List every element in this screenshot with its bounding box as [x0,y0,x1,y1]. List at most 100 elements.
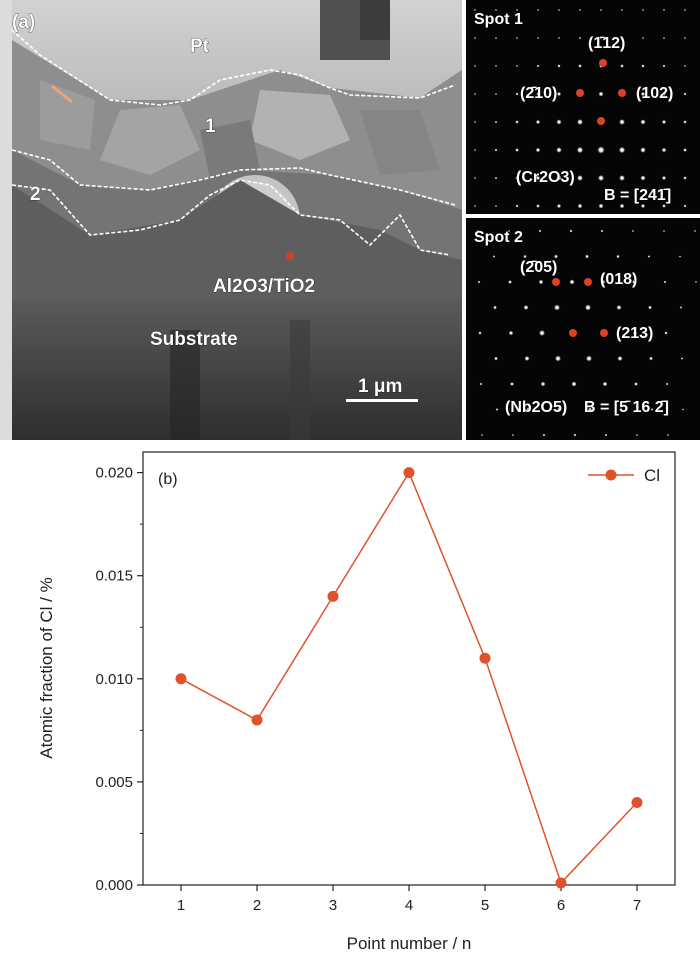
diffraction-spot [598,91,604,97]
diffraction-spot [632,330,638,336]
diffraction-spot [507,279,513,285]
diffraction-spot [682,147,688,153]
diffraction-spot [600,229,604,233]
diffraction-spot [494,148,498,152]
diffraction-spot [633,381,639,387]
diffraction-spot [557,36,561,40]
diffraction-spot [494,8,498,12]
diffraction-spot [681,408,685,411]
diffraction-spot [641,8,645,12]
diffraction-spot [599,8,603,12]
diffraction-spot [553,304,561,311]
legend-marker-cl [605,469,617,481]
diffraction-spot [662,64,666,68]
diffraction-spot [476,229,480,233]
sad-pattern-spot1 [466,0,700,214]
series-line-cl [180,470,638,885]
diffraction-spot [597,174,605,182]
diffraction-spot [619,407,623,412]
data-point-2 [251,714,263,726]
x-axis-title: Point number / n [347,934,472,953]
diffraction-spot [493,356,499,361]
diffraction-spot [680,357,684,360]
y-tick-label-3: 0.015 [95,568,133,585]
diffraction-spot [602,381,608,387]
diffraction-spot [515,92,519,96]
tem-image [0,0,462,440]
diffraction-spot [662,229,666,233]
diffraction-spot [640,175,646,181]
x-tick-label-0: 1 [177,897,185,914]
diffraction-spot [640,91,646,97]
diffraction-spot [557,8,561,12]
diffraction-spot [515,36,519,40]
spot1-zone-axis: B = [241̄] [604,187,671,204]
diffraction-spot [661,203,667,209]
legend: Cl [588,466,660,485]
diffraction-spot [477,280,481,284]
label-substrate: Substrate [150,329,238,350]
diffraction-spot [538,279,544,285]
diffraction-spot [598,203,604,209]
y-tick-label-0: 0.000 [95,877,133,894]
label-pt: Pt [190,36,210,57]
diffraction-spot [492,255,496,258]
diffraction-spot [635,433,639,437]
plot-frame [142,451,676,886]
y-tick-label-1: 0.005 [95,774,133,791]
diffraction-spot [473,64,477,68]
diffraction-spot [557,64,561,68]
diffraction-spot [620,36,624,40]
diffraction-spot [535,203,541,209]
diffraction-spot [639,146,647,154]
diffraction-spot [515,120,519,124]
data-point-4 [403,467,415,479]
diffraction-spot [569,279,575,285]
spot2-reflection-2: (018) [600,271,637,288]
diffraction-spot [596,145,606,155]
x-tick-label-6: 7 [633,897,641,914]
diffraction-spot [494,176,498,180]
diffraction-spot [494,64,498,68]
spot1-reflection-3: (102) [636,85,673,102]
diffraction-spot [647,254,651,259]
spot1-reflection-2: (2̄10) [520,85,557,102]
diffraction-spot [507,229,511,233]
y-tick-label-2: 0.010 [95,671,133,688]
diffraction-spot [683,176,687,180]
diffraction-spot [492,305,498,310]
diffraction-spot [473,8,477,12]
diffraction-spot [662,8,666,12]
diffraction-spot [631,229,635,233]
y-tick-label-4: 0.020 [95,465,133,482]
data-point-1 [175,673,187,685]
diffraction-spot [650,408,654,411]
diffraction-spot [535,91,541,97]
diffraction-spot [480,433,484,437]
diffraction-spot [640,203,646,209]
diffraction-spot [647,305,653,310]
diffraction-spot [661,91,667,97]
data-point-5 [479,652,491,664]
spot2-title: Spot 2 [474,229,523,246]
diffraction-spot [542,433,546,437]
diffraction-spot [515,8,519,12]
panel-a-tag: (a) [12,12,35,33]
diffraction-spot [514,147,520,153]
diffraction-spot [473,204,477,208]
diffraction-spot [473,176,477,180]
diffraction-spot [663,280,667,284]
diffraction-spot [661,147,667,153]
diffraction-spot [584,254,590,259]
diffraction-spot [556,175,562,181]
diffraction-spot [578,36,582,40]
diffraction-spot [694,280,698,284]
diffraction-spot [666,433,670,437]
spot1-reflection-1: (1̄12) [588,35,625,52]
data-point-7 [631,797,643,809]
label-region-1: 1 [205,116,216,137]
x-tick-label-4: 5 [481,897,489,914]
diffraction-spot [509,381,515,387]
diffraction-spot [536,8,540,12]
